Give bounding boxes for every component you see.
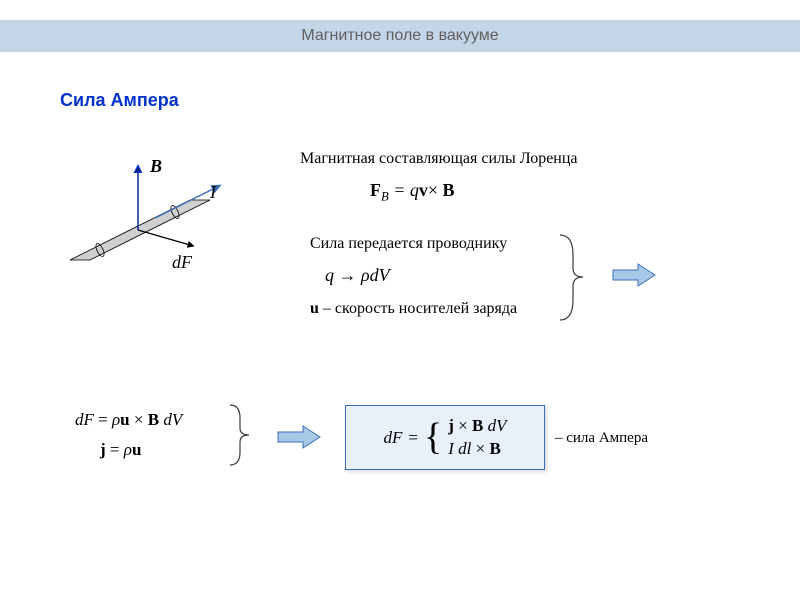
- result-formula: dF = { j × B dV I dl × B: [384, 415, 507, 459]
- sym-B3: B: [148, 410, 159, 429]
- sym-u3: u: [132, 440, 141, 459]
- result-box: dF = { j × B dV I dl × B: [345, 405, 545, 470]
- sym-rho3: ρ: [124, 440, 132, 459]
- brace-2: [225, 400, 260, 470]
- sym-eq4: =: [408, 428, 418, 448]
- u-desc-text: – скорость носителей заряда: [319, 300, 517, 317]
- svg-text:dF: dF: [172, 252, 193, 272]
- big-brace: {: [424, 422, 442, 452]
- header-title: Магнитное поле в вакууме: [301, 27, 498, 45]
- sym-times: ×: [428, 180, 438, 200]
- svg-text:I: I: [209, 182, 217, 202]
- wire-diagram: B I dF: [60, 150, 260, 290]
- sym-dF2: dF: [384, 428, 403, 448]
- sym-u: u: [310, 300, 319, 317]
- sym-dV: dV: [370, 265, 390, 285]
- conductor-caption: Сила передается проводнику: [310, 235, 507, 253]
- sym-dF: dF: [75, 410, 94, 429]
- sym-q2: q: [325, 265, 334, 285]
- ampere-label: – сила Ампера: [555, 430, 648, 447]
- u-description: u – скорость носителей заряда: [310, 300, 517, 318]
- sym-v: v: [419, 180, 428, 200]
- sym-eq3: =: [106, 440, 124, 459]
- sym-sub-B: B: [381, 190, 389, 204]
- result-line1: j × B dV: [448, 415, 506, 437]
- sym-times2: ×: [134, 410, 144, 429]
- sym-rho2: ρ: [112, 410, 120, 429]
- dF-formula: dF = ρu × B dV: [75, 410, 182, 430]
- arrow-icon-2: [275, 422, 325, 452]
- lorentz-caption: Магнитная составляющая силы Лоренца: [300, 150, 578, 168]
- sym-rho: ρ: [361, 265, 370, 285]
- brace-1: [555, 230, 595, 325]
- sym-q: q: [410, 180, 419, 200]
- sym-F: F: [370, 180, 381, 200]
- sym-B2: B: [443, 180, 455, 200]
- lorentz-formula: FB = qv× B: [370, 180, 455, 205]
- sym-eq2: =: [94, 410, 112, 429]
- charge-density-formula: q → ρdV: [325, 265, 390, 286]
- j-formula: j = ρu: [100, 440, 141, 460]
- svg-text:B: B: [149, 156, 162, 176]
- header-bar: Магнитное поле в вакууме: [0, 20, 800, 52]
- sym-u2: u: [120, 410, 129, 429]
- subtitle: Сила Ампера: [60, 90, 179, 111]
- arrow-icon-1: [610, 260, 660, 290]
- sym-arrow: →: [334, 265, 361, 285]
- sym-eq: =: [389, 180, 410, 200]
- result-line2: I dl × B: [448, 438, 506, 460]
- sym-dV2: dV: [159, 410, 182, 429]
